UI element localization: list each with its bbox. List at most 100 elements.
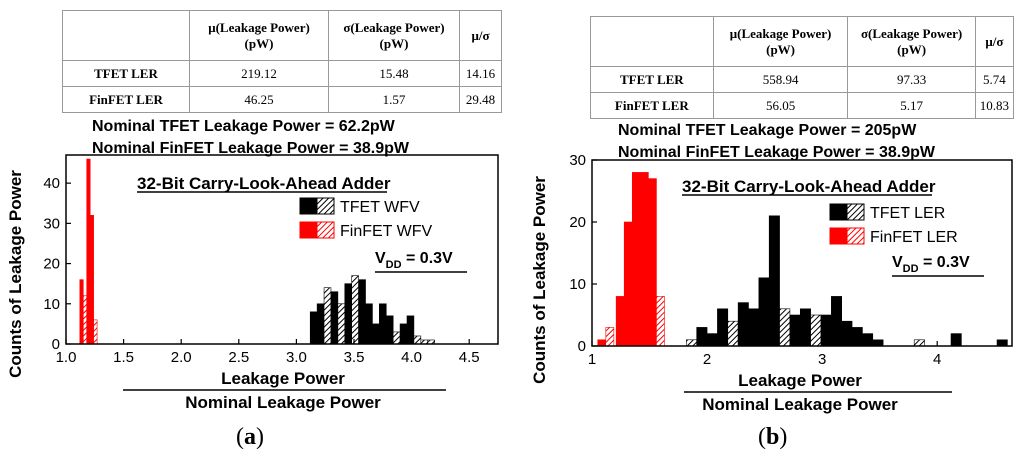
x-tick-label: 3	[818, 351, 826, 368]
histogram-bar	[686, 339, 698, 347]
x-tick-label: 2.5	[228, 349, 249, 366]
x-axis-label-denominator: Nominal Leakage Power	[702, 395, 898, 414]
histogram-bar	[323, 287, 332, 345]
histogram-bar	[648, 178, 657, 347]
histogram-bar	[789, 314, 801, 347]
histogram-bar	[330, 291, 339, 345]
panel-b: μ(Leakage Power) (pW) σ(Leakage Power) (…	[512, 0, 1024, 460]
nominal-tfet-text: Nominal TFET Leakage Power = 62.2pW	[92, 118, 395, 135]
legend-label: TFET WFV	[340, 199, 420, 216]
row-sigma: 5.17	[847, 92, 976, 119]
table-header-sigma: σ(Leakage Power) (pW)	[847, 16, 976, 67]
stats-table: μ(Leakage Power) (pW) σ(Leakage Power) (…	[590, 16, 1015, 119]
histogram-bar	[717, 308, 729, 347]
histogram-bar	[623, 221, 633, 347]
row-ratio: 14.16	[459, 60, 502, 87]
x-tick-label: 4.5	[459, 349, 480, 366]
x-tick-label: 4	[933, 351, 941, 368]
histogram-bar	[351, 275, 359, 345]
row-mu: 46.25	[189, 86, 329, 113]
histogram-bar	[385, 315, 394, 345]
legend-label: FinFET WFV	[340, 223, 432, 240]
nominal-finfet-text: Nominal FinFET Leakage Power = 38.9pW	[618, 144, 935, 161]
histogram-bar	[379, 303, 387, 345]
table-row: TFET LER 219.12 15.48 14.16	[62, 60, 502, 87]
histogram-bar	[758, 277, 770, 347]
x-tick-label: 4.0	[401, 349, 422, 366]
histogram-bar	[640, 172, 649, 347]
legend-swatch-hatch	[846, 203, 865, 221]
histogram-bar	[779, 308, 791, 347]
histogram-bar	[615, 296, 625, 347]
row-ratio: 5.74	[974, 66, 1015, 93]
histogram-bar	[799, 308, 811, 347]
y-tick-label: 20	[43, 256, 60, 273]
plot-frame	[591, 159, 1013, 347]
vdd-annotation: VDD = 0.3V	[892, 254, 970, 275]
histogram-bar	[337, 303, 346, 345]
row-ratio: 29.48	[459, 86, 502, 113]
histogram-bar	[737, 302, 749, 347]
table-header-mu: μ(Leakage Power) (pW)	[712, 16, 849, 67]
row-sigma: 15.48	[328, 60, 460, 87]
histogram-bar	[93, 319, 98, 345]
histogram-bar	[79, 279, 84, 345]
nominal-tfet-text: Nominal TFET Leakage Power = 205pW	[618, 122, 917, 139]
panel-a: μ(Leakage Power) (pW) σ(Leakage Power) (…	[6, 10, 502, 450]
histogram-bar	[841, 320, 853, 347]
y-tick-label: 0	[52, 336, 60, 353]
chart-title: 32-Bit Carry-Look-Ahead Adder	[137, 174, 391, 193]
legend-label: FinFET LER	[870, 229, 958, 246]
histogram-bar	[89, 215, 94, 345]
histogram-bar	[810, 314, 822, 347]
histogram-chart: 1 2 3 4 0 10 20 30 32-Bit Carry-Look-Ahead Adder…	[569, 152, 1013, 414]
histogram-bar	[344, 283, 352, 345]
histogram-bar	[309, 311, 318, 345]
nominal-finfet-text: Nominal FinFET Leakage Power = 38.9pW	[92, 140, 409, 157]
legend-swatch-hatch	[316, 197, 335, 215]
histogram-bar	[913, 339, 925, 347]
histogram-bar	[365, 303, 373, 345]
histogram-bar	[706, 333, 718, 347]
histogram-bar	[831, 296, 842, 347]
histogram-bar	[696, 327, 708, 347]
panel-label: (b)	[758, 424, 788, 450]
histogram-bar	[358, 279, 366, 345]
x-tick-label: 3.5	[344, 349, 365, 366]
histogram-bar	[768, 215, 780, 347]
x-axis-label-denominator: Nominal Leakage Power	[185, 393, 381, 412]
plot-frame	[65, 154, 499, 345]
y-tick-label: 30	[569, 152, 586, 169]
histogram-bar	[996, 339, 1008, 347]
panel-label: (a)	[236, 424, 264, 450]
histogram-bar	[406, 315, 415, 345]
table-header-ratio: μ/σ	[459, 10, 502, 61]
y-tick-label: 40	[43, 175, 60, 192]
x-tick-label: 3.0	[286, 349, 307, 366]
histogram-bar	[950, 333, 962, 347]
histogram-bar	[392, 331, 401, 345]
legend-label: TFET LER	[870, 205, 945, 222]
histogram-bar	[631, 172, 641, 347]
table-row: FinFET LER 56.05 5.17 10.83	[590, 92, 1015, 119]
legend-swatch-hatch	[316, 221, 335, 239]
y-tick-label: 10	[569, 276, 586, 293]
y-tick-label: 10	[43, 296, 60, 313]
row-name: FinFET LER	[62, 86, 190, 113]
x-tick-label: 2	[703, 351, 711, 368]
histogram-chart: 1.0 1.5 2.0 2.5 3.0 3.5 4.0 4.5 0 10 20 30 40 32-Bit …	[43, 154, 499, 412]
y-tick-label: 0	[578, 338, 586, 355]
histogram-bar	[862, 333, 874, 347]
stats-table: μ(Leakage Power) (pW) σ(Leakage Power) (…	[62, 10, 502, 113]
table-header-ratio: μ/σ	[974, 16, 1015, 67]
histogram-bar	[656, 296, 665, 347]
vdd-annotation: VDD = 0.3V	[375, 250, 453, 271]
table-row: FinFET LER 46.25 1.57 29.48	[62, 86, 502, 113]
row-sigma: 1.57	[328, 86, 460, 113]
histogram-bar	[605, 327, 615, 347]
histogram-bar	[372, 323, 380, 345]
histogram-bar	[727, 320, 739, 347]
histogram-bar	[597, 339, 607, 347]
legend-swatch-hatch	[846, 227, 865, 245]
x-tick-label: 1	[588, 351, 596, 368]
